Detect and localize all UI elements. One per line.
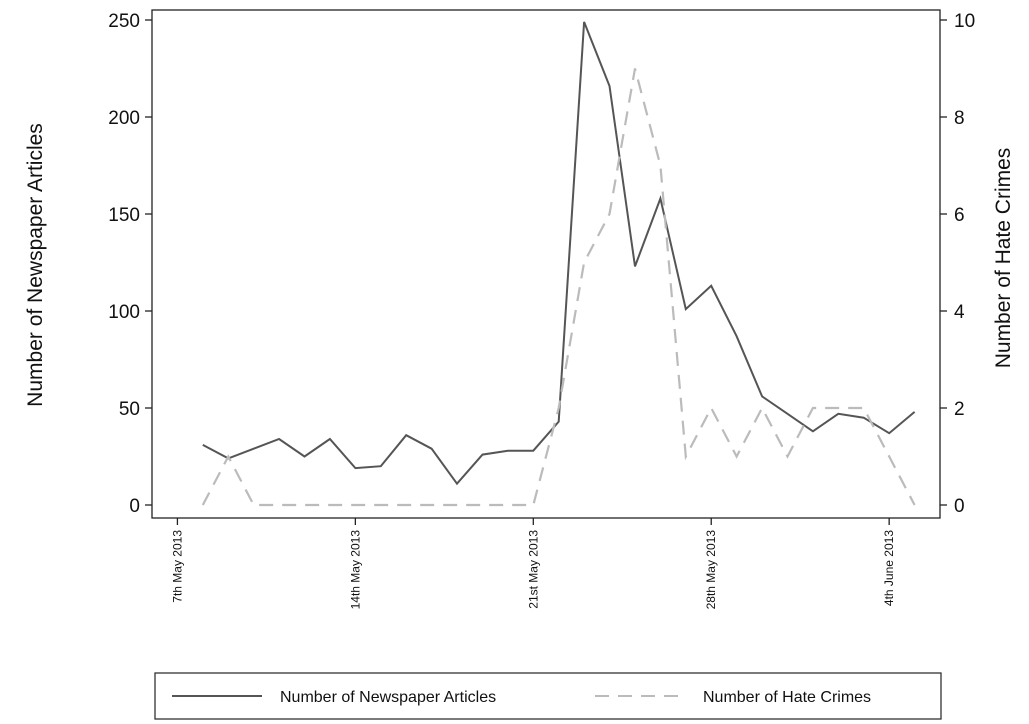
y-left-tick-label: 50 (119, 399, 140, 420)
legend-label-hate-crimes: Number of Hate Crimes (703, 689, 871, 706)
legend: Number of Newspaper Articles Number of H… (154, 672, 942, 720)
series-line-0 (202, 21, 916, 486)
legend-label-newspaper-articles: Number of Newspaper Articles (280, 689, 496, 706)
x-tick-label: 21st May 2013 (526, 530, 540, 609)
y-left-tick-label: 100 (108, 302, 140, 323)
series-lines (201, 21, 916, 507)
x-tick-label: 7th May 2013 (170, 530, 184, 603)
y-right-axis-title: Number of Hate Crimes (992, 148, 1015, 369)
series-line-1 (201, 68, 916, 507)
y-right-tick-label: 10 (954, 11, 975, 32)
legend-box (154, 672, 942, 720)
y-left-tick-label: 250 (108, 11, 140, 32)
plot-frame (151, 9, 941, 519)
y-left-tick-label: 200 (108, 108, 140, 129)
axes: 0 50 100 150 200 250 0 2 4 6 8 10 7th May 2013 14th M… (108, 9, 975, 610)
x-tick-label: 28th May 2013 (704, 530, 718, 610)
y-right-tick-label: 8 (954, 108, 965, 129)
y-right-tick-label: 4 (954, 302, 965, 323)
y-right-tick-label: 6 (954, 205, 965, 226)
x-tick-label: 14th May 2013 (348, 530, 362, 610)
y-left-tick-label: 0 (129, 496, 140, 517)
x-tick-label: 4th June 2013 (882, 530, 896, 606)
y-right-tick-label: 0 (954, 496, 965, 517)
y-left-tick-label: 150 (108, 205, 140, 226)
y-left-axis-title: Number of Newspaper Articles (24, 123, 47, 407)
y-right-tick-label: 2 (954, 399, 965, 420)
